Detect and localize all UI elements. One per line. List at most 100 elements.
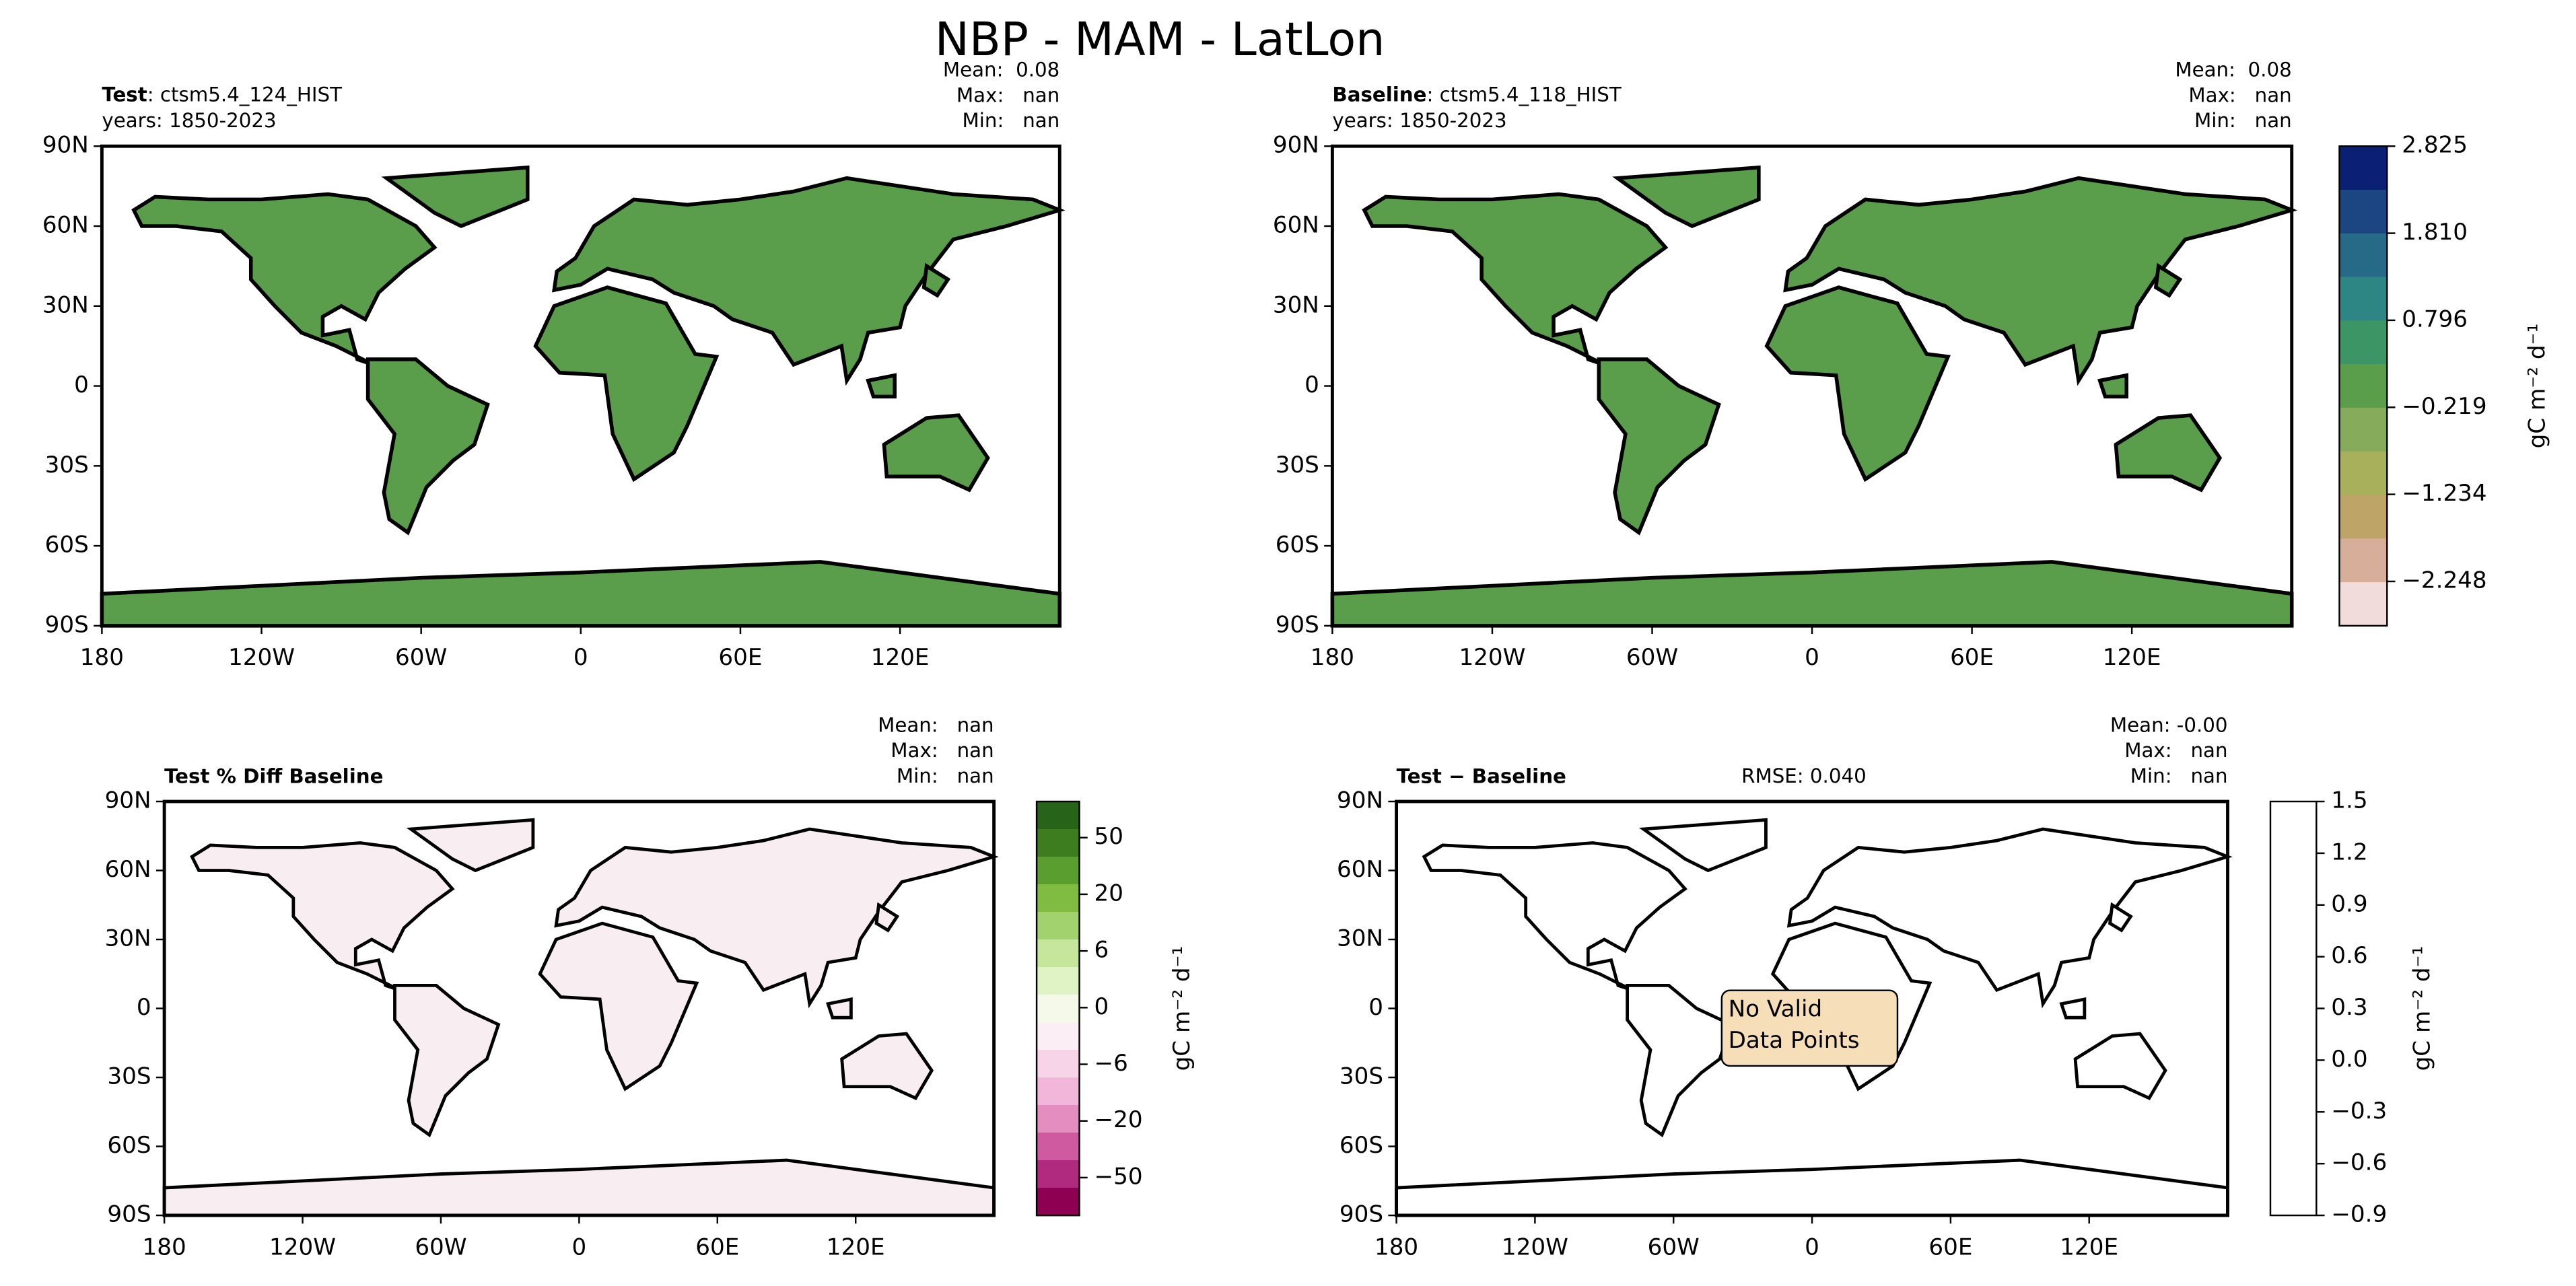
stat: Max: nan [2124,739,2227,762]
figure-title: NBP - MAM - LatLon [935,13,1385,67]
colorbar-tick-label: 0.796 [2402,306,2468,332]
lon-tick-label: 60W [1648,1234,1700,1260]
lon-tick-label: 120E [2103,644,2161,671]
lat-tick-label: 30S [45,452,89,478]
lon-tick-label: 120W [269,1234,336,1260]
lon-tick-label: 60W [415,1234,466,1260]
lon-tick-label: 180 [80,644,124,671]
lat-tick-label: 30S [1339,1063,1383,1090]
colorbar: 50 20 6 0 −6 −20 −50 gC m⁻² d⁻¹ [1035,800,1195,1217]
panel-label: Test − Baseline [1397,764,1566,787]
lon-tick-label: 120E [871,644,930,671]
lat-tick-label: 90N [42,132,89,159]
colorbar-segment [1037,1050,1080,1079]
lat-tick-label: 30N [105,925,151,952]
stat: Mean: nan [878,713,994,736]
rmse: RMSE: 0.040 [1741,764,1867,787]
panel-title: Test % Diff Baseline [164,764,383,787]
lat-tick-label: 90S [1339,1201,1383,1228]
years: years: 1850-2023 [1332,109,1506,132]
colorbar-segment [1037,995,1080,1024]
lon-tick-label: 0 [572,1234,587,1260]
colorbar-segment [1037,829,1080,858]
lat-tick-label: 60S [1276,532,1319,559]
lat-tick-label: 90S [107,1201,151,1228]
colorbar-segment [2339,582,2388,627]
colorbar-units: gC m⁻² d⁻¹ [2523,324,2550,449]
lat-tick-label: 60S [1339,1132,1383,1159]
lon-tick-label: 60E [1928,1234,1972,1260]
panel-label: Baseline [1332,83,1426,106]
stat: Mean: 0.08 [2175,58,2291,81]
stat: Max: nan [956,83,1059,106]
colorbar-segment [1037,939,1080,968]
stat: Min: nan [2130,764,2228,787]
lon-tick-label: 0 [573,644,588,671]
colorbar: 1.5 1.2 0.9 0.6 0.3 0.0 −0.3 −0.6 −0.9 gC m⁻² d⁻¹ [2269,787,2435,1228]
colorbar-segment [1037,1105,1080,1134]
colorbar-tick-label: −50 [1094,1163,1143,1190]
colorbar-tick-label: 6 [1094,937,1109,964]
stat: Min: nan [897,764,994,787]
colorbar-segment [2339,190,2388,235]
colorbar-frame [2338,145,2388,627]
lon-tick-label: 120W [1502,1234,1568,1260]
stat: Max: nan [891,739,994,762]
colorbar-segment [2339,146,2388,191]
colorbar-tick-label: 1.2 [2331,838,2367,865]
colorbar-tick-label: −0.6 [2331,1149,2387,1176]
map-panel: 90N 60N 30N 0 30S 60S 90S 180 120W 60W 0 60E 120E Tes… [105,713,996,1260]
lat-tick-label: 30N [1337,925,1383,952]
colorbar-tick-label: 0 [1094,993,1109,1020]
lon-tick-label: 120E [827,1234,885,1260]
lat-tick-label: 60N [42,211,89,238]
colorbar-tick-label: 1.810 [2402,219,2468,246]
lat-tick-label: 90N [1273,132,1319,159]
colorbar-units: gC m⁻² d⁻¹ [2408,946,2435,1071]
panel-title: Baseline: ctsm5.4_118_HIST [1332,83,1621,106]
lon-tick-label: 120W [1459,644,1525,671]
colorbar-tick-label: 1.5 [2331,787,2367,814]
colorbar-tick-label: 0.6 [2331,942,2367,969]
lon-tick-label: 60E [1950,644,1994,671]
map-panel: 90N 60N 30N 0 30S 60S 90S 180 120W 60W 0 60E 120E Bas… [1273,58,2292,671]
note-text: Data Points [1729,1027,1860,1054]
lon-tick-label: 60E [718,644,762,671]
lat-tick-label: 30S [107,1063,151,1090]
colorbar-segment [2339,407,2388,452]
colorbar-tick-label: −6 [1094,1050,1128,1077]
colorbar-segment [2339,538,2388,583]
lat-tick-label: 60N [1273,211,1319,238]
stat: Min: nan [963,109,1060,132]
lat-tick-label: 30N [1273,291,1319,318]
lat-tick-label: 60S [45,532,89,559]
colorbar-tick-label: 0.9 [2331,890,2367,917]
colorbar-segment [1037,1022,1080,1051]
stat: Min: nan [2194,109,2292,132]
case-name: : ctsm5.4_118_HIST [1426,83,1621,106]
lat-tick-label: 90N [105,787,151,814]
colorbar-tick-label: −0.9 [2331,1201,2387,1228]
lon-tick-label: 120W [228,644,295,671]
lon-tick-label: 180 [1311,644,1354,671]
colorbar-tick-label: 0.3 [2331,994,2367,1021]
colorbar-segment [1037,857,1080,886]
colorbar-tick-label: 50 [1094,823,1123,850]
lon-tick-label: 180 [143,1234,186,1260]
stat: Mean: 0.08 [943,58,1059,81]
colorbar-segment [2339,364,2388,409]
map-panel: 90N 60N 30N 0 30S 60S 90S 180 120W 60W 0 60E 120E Tes… [1337,713,2229,1260]
lat-tick-label: 60N [105,856,151,883]
lon-tick-label: 60W [1626,644,1678,671]
stat: Mean: -0.00 [2110,713,2228,736]
lon-tick-label: 0 [1805,644,1819,671]
colorbar-segment [2270,801,2317,1217]
case-name: : ctsm5.4_124_HIST [147,83,342,106]
colorbar-segment [1037,967,1080,996]
colorbar-tick-label: −20 [1094,1106,1143,1133]
lat-tick-label: 0 [137,994,151,1021]
colorbar-segment [1037,1077,1080,1106]
years: years: 1850-2023 [102,109,276,132]
colorbar-segment [1037,912,1080,941]
